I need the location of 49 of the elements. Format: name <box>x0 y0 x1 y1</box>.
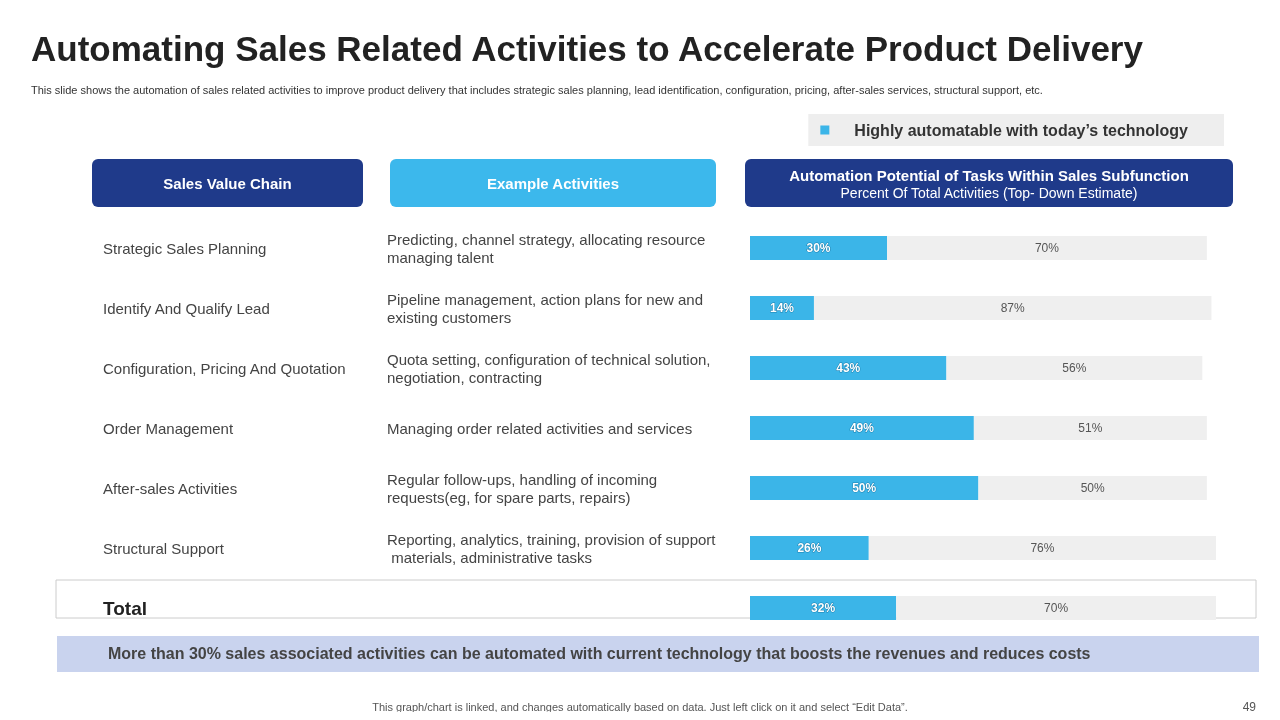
data-label: 32% <box>811 601 836 615</box>
bar <box>750 416 974 440</box>
bar <box>978 476 1207 500</box>
text: Sales Value Chain <box>163 174 292 192</box>
text: Managing order related activities and services <box>387 419 693 437</box>
y-tick-label: Configuration, Pricing And Quotation <box>103 359 346 377</box>
y-tick-label: Strategic Sales Planning <box>103 239 267 257</box>
bar <box>896 596 1216 620</box>
bar <box>813 296 1212 320</box>
data-label: 14% <box>769 301 795 315</box>
bar <box>946 356 1203 380</box>
bar <box>750 356 947 380</box>
data-label: 49% <box>849 421 875 435</box>
text: Automation Potential of Tasks Within Sales Subfunction <box>789 166 1189 184</box>
bar <box>750 596 897 620</box>
data-label: 70% <box>1034 241 1060 255</box>
bar <box>750 476 979 500</box>
text: Pipeline management, action plans for new and existing customers <box>387 290 708 326</box>
legend-label: Highly automatable with today’s technology <box>854 121 1189 139</box>
data-label: 87% <box>1000 301 1026 315</box>
text: This slide shows the automation of sales related activities to improve product delivery that includes strategic sales planning, lead identification, configuration, pricing, after-sales services, structural support, etc. <box>31 83 1043 96</box>
text: Regular follow-ups, handling of incoming requests(eg, for spare parts, repairs) <box>387 470 662 506</box>
text: Reporting, analytics, training, provision of support materials, administrative tasks <box>387 530 717 566</box>
text: More than 30% sales associated activities can be automated with current technology that boosts the revenues and reduces costs <box>108 645 1091 663</box>
text: Example Activities <box>486 174 620 192</box>
y-tick-label: After-sales Activities <box>103 479 238 497</box>
data-label: 70% <box>1044 601 1069 615</box>
y-tick-label: Order Management <box>103 419 234 437</box>
text: Predicting, channel strategy, allocating resource managing talent <box>387 230 710 266</box>
bar <box>750 236 888 260</box>
bar <box>973 416 1207 440</box>
data-label: 30% <box>806 241 831 255</box>
chart-title: Automating Sales Related Activities to Accelerate Product Delivery <box>31 29 1144 68</box>
data-label: 43% <box>836 361 861 375</box>
data-label: 51% <box>1078 421 1103 435</box>
text: 49 <box>1242 700 1257 714</box>
text: Percent Of Total Activities (Top- Down Estimate) <box>840 185 1138 201</box>
y-tick-label: Identify And Qualify Lead <box>103 299 270 317</box>
y-tick-label: Structural Support <box>103 539 225 557</box>
bar <box>887 236 1207 260</box>
data-label: 50% <box>852 481 877 495</box>
data-label: 26% <box>797 541 822 555</box>
bar <box>750 536 869 560</box>
data-label: 76% <box>1030 541 1055 555</box>
bar <box>868 536 1216 560</box>
text: Quota setting, configuration of technical solution, negotiation, contracting <box>387 350 715 386</box>
y-tick-label: Total <box>103 597 147 619</box>
data-label: 56% <box>1062 361 1087 375</box>
data-label: 50% <box>1080 481 1105 495</box>
